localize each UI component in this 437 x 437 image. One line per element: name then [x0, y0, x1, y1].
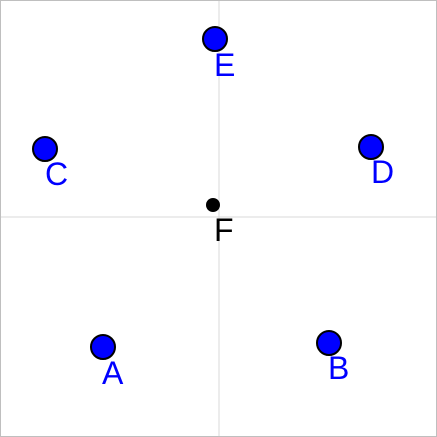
- point-b-marker[interactable]: [316, 330, 342, 356]
- point-D[interactable]: D: [358, 134, 394, 190]
- point-d-label: D: [371, 154, 394, 190]
- point-a-marker[interactable]: [90, 334, 116, 360]
- point-F[interactable]: F: [206, 198, 234, 248]
- point-E[interactable]: E: [202, 26, 235, 83]
- point-f-label: F: [214, 212, 234, 248]
- point-A[interactable]: A: [90, 334, 124, 391]
- point-f-marker[interactable]: [206, 198, 220, 212]
- point-d-marker[interactable]: [358, 134, 384, 160]
- point-c-label: C: [45, 156, 68, 192]
- point-e-marker[interactable]: [202, 26, 228, 52]
- point-a-label: A: [102, 355, 124, 391]
- point-c-marker[interactable]: [32, 136, 58, 162]
- point-B[interactable]: B: [316, 330, 349, 386]
- point-e-label: E: [214, 47, 235, 83]
- point-b-label: B: [328, 350, 349, 386]
- point-C[interactable]: C: [32, 136, 68, 192]
